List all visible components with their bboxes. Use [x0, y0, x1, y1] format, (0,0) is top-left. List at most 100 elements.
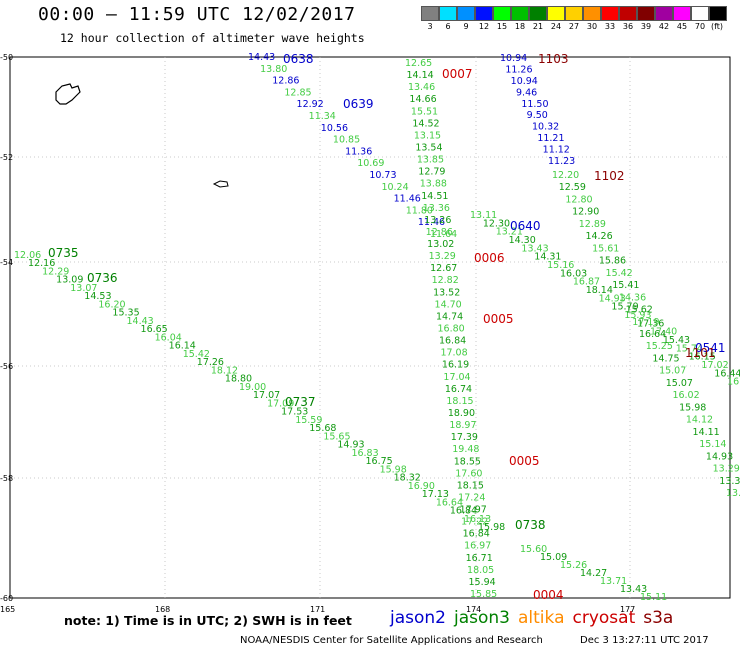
wave-height-value: 14.43 [248, 52, 275, 63]
map-grid: -50 -52 -54 -56 -58 -60 165 168 171 174 177 [0, 53, 731, 614]
island-outline [212, 180, 229, 188]
wave-height-value: 14.66 [409, 94, 436, 105]
wave-height-value: 12.90 [572, 207, 599, 218]
track-id-cryosat: 0004 [533, 588, 564, 602]
track-id-jason3: 0736 [87, 271, 118, 285]
longitude-label: 177 [620, 605, 635, 614]
wave-height-value: 14.51 [421, 191, 448, 202]
wave-height-value: 15.07 [666, 378, 693, 389]
wave-height-value: 17.60 [455, 468, 482, 479]
wave-height-value: 17.40 [650, 327, 677, 338]
wave-height-value: 14.26 [585, 231, 612, 242]
wave-height-value: 17.53 [281, 407, 308, 418]
wave-height-value: 17.24 [458, 492, 485, 503]
island-outline [55, 83, 81, 105]
wave-height-value: 15.93 [624, 310, 651, 321]
wave-height-value: 13.71 [600, 576, 627, 587]
wave-height-value: 13.33 [726, 488, 740, 499]
wave-height-value: 16.80 [438, 324, 465, 335]
wave-height-value: 17.02 [701, 360, 728, 371]
track-id-cryosat: 0007 [442, 67, 473, 81]
wave-height-value: 12.20 [552, 170, 579, 181]
legend-label: 12 [478, 22, 490, 31]
wave-height-value: 12.85 [284, 87, 311, 98]
wave-height-value: 15.65 [323, 431, 350, 442]
satellite-name: altika [518, 608, 565, 628]
wave-height-value: 14.53 [84, 291, 111, 302]
wave-height-value: 18.05 [467, 565, 494, 576]
wave-height-value: 15.68 [309, 423, 336, 434]
wave-height-value: 10.69 [357, 158, 384, 169]
wave-height-value: 11.80 [406, 205, 433, 216]
page-subtitle: 12 hour collection of altimeter wave hei… [60, 31, 365, 45]
wave-height-value: 15.94 [469, 577, 496, 588]
wave-height-value: 15.86 [599, 256, 626, 267]
wave-height-value: 16.03 [560, 268, 587, 279]
wave-height-value: 14.43 [126, 316, 153, 327]
wave-height-value: 10.94 [500, 53, 527, 64]
wave-height-value: 18.97 [449, 420, 476, 431]
wave-height-value: 18.15 [446, 396, 473, 407]
wave-height-value: 14.12 [686, 415, 713, 426]
longitude-label: 168 [155, 605, 170, 614]
wave-height-value: 12.79 [418, 167, 445, 178]
credit-text: NOAA/NESDIS Center for Satellite Applica… [240, 635, 543, 646]
wave-height-value: 11.64 [430, 229, 457, 240]
legend-swatch [457, 6, 475, 21]
legend-swatch [511, 6, 529, 21]
legend-swatch [565, 6, 583, 21]
wave-height-value: 10.94 [511, 76, 538, 87]
wave-height-value: 16.64 [639, 329, 666, 340]
map-frame [9, 56, 731, 599]
wave-height-value: 17.39 [451, 432, 478, 443]
wave-height-value: 13.88 [420, 179, 447, 190]
track-id-cryosat: 0006 [474, 251, 505, 265]
wave-height-value: 15.85 [470, 589, 497, 600]
wave-height-value: 16.84 [463, 529, 490, 540]
wave-height-value: 17.97 [460, 505, 487, 516]
wave-height-value: 15.09 [540, 552, 567, 563]
wave-height-value: 13.33 [719, 476, 740, 487]
wave-height-value: 15.07 [659, 366, 686, 377]
latitude-label: -60 [0, 594, 13, 603]
wave-height-value: 11.46 [418, 217, 445, 228]
wave-height-value: 17.07 [253, 390, 280, 401]
wave-height-value: 12.29 [42, 266, 69, 277]
legend-label: 33 [604, 22, 616, 31]
wave-height-value: 14.31 [534, 252, 561, 263]
wave-height-value: 15.25 [646, 341, 673, 352]
wave-height-value: 18.90 [448, 408, 475, 419]
wave-height-value: 15.60 [520, 544, 547, 555]
wave-height-value: 16.75 [366, 456, 393, 467]
track-id-jason3: 0737 [285, 395, 316, 409]
wave-height-value: 18.80 [225, 374, 252, 385]
legend-swatch [655, 6, 673, 21]
wave-height-value: 15.42 [606, 268, 633, 279]
wave-height-value: 15.42 [183, 349, 210, 360]
legend-label: 39 [640, 22, 652, 31]
legend-label: 18 [514, 22, 526, 31]
wave-height-value: 16.20 [98, 299, 125, 310]
wave-height-value: 16.74 [445, 384, 472, 395]
track-id-s3a: 1101 [685, 346, 716, 360]
legend-label: 70 [694, 22, 706, 31]
legend-swatch [583, 6, 601, 21]
wave-height-value: 18.32 [394, 473, 421, 484]
wave-height-value: 17.13 [422, 489, 449, 500]
longitude-label: 165 [0, 605, 15, 614]
track-id-cryosat: 0005 [483, 312, 514, 326]
wave-height-value: 16.19 [442, 360, 469, 371]
island-outlines [55, 83, 229, 188]
track-id-jason2: 0638 [283, 52, 314, 66]
wave-height-value: 13.43 [620, 584, 647, 595]
credit-line: NOAA/NESDIS Center for Satellite Applica… [240, 635, 709, 646]
wave-height-value: 13.29 [713, 464, 740, 475]
footnote: note: 1) Time is in UTC; 2) SWH is in fe… [64, 613, 352, 628]
wave-height-value: 12.30 [483, 218, 510, 229]
wave-height-value: 12.80 [565, 194, 592, 205]
wave-height-value: 10.32 [532, 122, 559, 133]
wave-height-value: 16.97 [464, 541, 491, 552]
wave-height-value: 16.90 [408, 481, 435, 492]
wave-height-value: 15.79 [611, 302, 638, 313]
